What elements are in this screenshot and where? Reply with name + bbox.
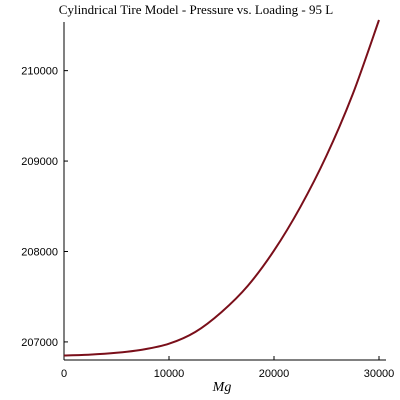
- x-axis-ticks: 0 10000 20000 30000: [61, 356, 394, 380]
- x-tick-label: 0: [61, 368, 67, 380]
- series-line: [63, 19, 380, 357]
- series-group: [63, 19, 380, 357]
- y-tick-label: 208000: [21, 246, 58, 258]
- y-tick-label: 207000: [21, 337, 58, 349]
- x-tick-label: 10000: [154, 368, 185, 380]
- x-axis-label: Mg: [212, 380, 232, 395]
- x-tick-label: 20000: [259, 368, 290, 380]
- y-tick-label: 210000: [21, 66, 58, 78]
- chart-title: Cylindrical Tire Model - Pressure vs. Lo…: [59, 2, 333, 17]
- x-tick-label: 30000: [364, 368, 395, 380]
- y-axis-ticks: 207000 208000 209000 210000: [21, 66, 68, 349]
- y-tick-label: 209000: [21, 156, 58, 168]
